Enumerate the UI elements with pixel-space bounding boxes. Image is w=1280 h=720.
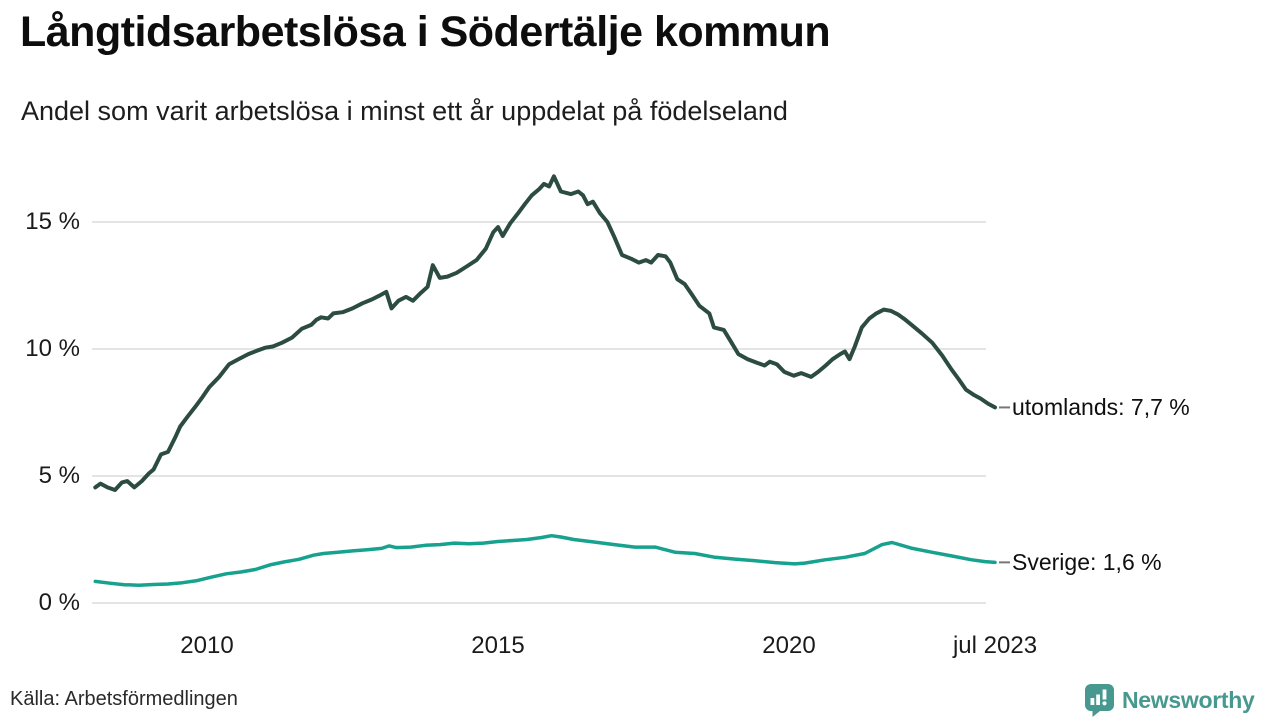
- x-tick-label: 2020: [762, 632, 816, 659]
- series-line-Sverige: [93, 533, 997, 587]
- label-leader-dashes: [999, 406, 1011, 564]
- y-tick-label: 10 %: [25, 335, 80, 362]
- x-tick-label: 2015: [471, 632, 525, 659]
- newsworthy-logo: Newsworthy: [1085, 684, 1255, 717]
- newsworthy-logo-icon: [1085, 684, 1114, 717]
- y-tick-label: 0 %: [38, 589, 80, 616]
- source-note: Källa: Arbetsförmedlingen: [10, 688, 238, 710]
- series-line-utomlands: [93, 174, 997, 492]
- x-tick-label: jul 2023: [952, 632, 1038, 659]
- y-tick-label: 5 %: [38, 462, 80, 489]
- y-tick-label: 15 %: [25, 208, 80, 235]
- x-tick-label: 2010: [180, 632, 234, 659]
- page-title: Långtidsarbetslösa i Södertälje kommun: [20, 8, 831, 56]
- chart-subtitle: Andel som varit arbetslösa i minst ett å…: [21, 96, 788, 126]
- gridlines: [92, 221, 986, 604]
- series-lines: [93, 174, 997, 587]
- series-label-utomlands: utomlands: 7,7 %: [1012, 394, 1190, 421]
- newsworthy-logo-text: Newsworthy: [1122, 687, 1255, 713]
- series-label-sverige: Sverige: 1,6 %: [1012, 549, 1162, 576]
